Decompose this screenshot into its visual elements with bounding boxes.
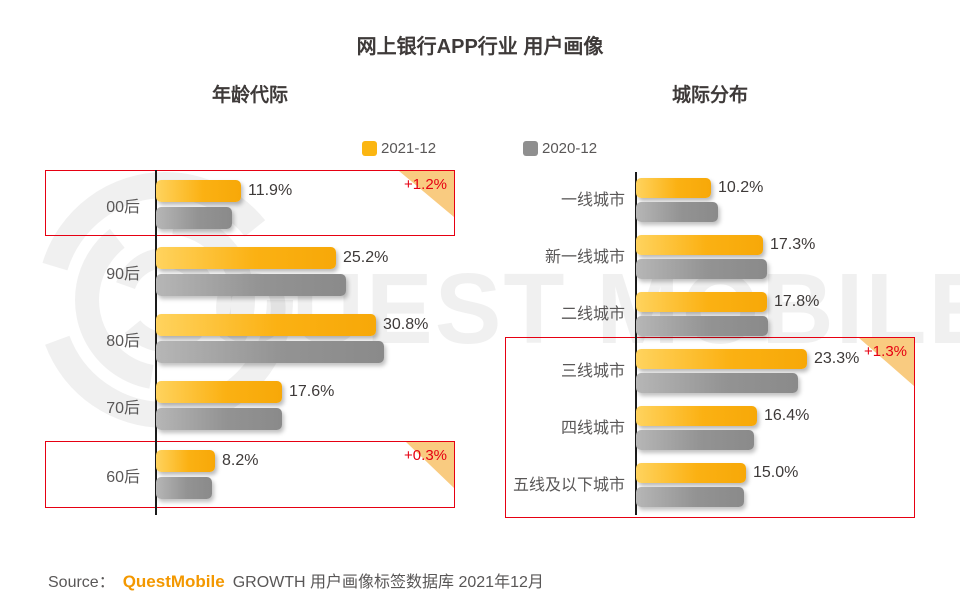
bar-2021: 17.3% xyxy=(636,235,815,255)
bar-2021: 17.8% xyxy=(636,292,819,312)
value-label: 30.8% xyxy=(383,316,429,333)
bar-2020 xyxy=(636,430,754,450)
bar-2021: 17.6% xyxy=(156,381,334,403)
bar-2021: 8.2% xyxy=(156,450,258,472)
category-label: 一线城市 xyxy=(560,192,625,209)
value-label: 11.9% xyxy=(248,182,293,199)
city-panel-title: 城际分布 xyxy=(671,85,748,106)
category-label: 70后 xyxy=(106,399,140,417)
bar-2021: 15.0% xyxy=(636,463,798,483)
bar-2020 xyxy=(636,316,768,336)
category-label: 五线及以下城市 xyxy=(512,477,625,494)
bar-2021: 16.4% xyxy=(636,406,809,426)
bar-2020 xyxy=(636,202,718,222)
value-label: 17.3% xyxy=(770,236,816,253)
legend-label-2021: 2021-12 xyxy=(381,140,437,157)
category-label: 00后 xyxy=(106,198,140,216)
city-axis-line xyxy=(635,172,637,515)
highlight-box-age-60: +0.3% xyxy=(45,441,455,508)
delta-age-00: +1.2% xyxy=(404,176,447,193)
bar-2020 xyxy=(156,408,282,430)
legend-swatch-2021-icon xyxy=(362,141,377,156)
age-panel-title: 年龄代际 xyxy=(211,85,288,106)
delta-city-lower-tiers: +1.3% xyxy=(864,343,907,360)
bar-2021: 25.2% xyxy=(156,247,388,269)
bar-2021: 11.9% xyxy=(156,180,292,202)
value-label: 16.4% xyxy=(764,407,810,424)
source-rest: GROWTH 用户画像标签数据库 2021年12月 xyxy=(232,574,544,591)
bar-2020 xyxy=(156,207,232,229)
legend-label-2020: 2020-12 xyxy=(542,140,598,157)
value-label: 23.3% xyxy=(814,350,860,367)
page-title: 网上银行APP行业 用户画像 xyxy=(356,36,604,58)
legend-swatch-2020-icon xyxy=(523,141,538,156)
value-label: 15.0% xyxy=(753,464,799,481)
source-prefix: Source： xyxy=(48,574,115,591)
value-label: 8.2% xyxy=(222,452,259,469)
bar-2021: 10.2% xyxy=(636,178,763,198)
bar-2020 xyxy=(636,373,798,393)
source-line: Source： QuestMobile GROWTH 用户画像标签数据库 202… xyxy=(48,568,544,592)
value-label: 25.2% xyxy=(343,249,389,266)
category-label: 90后 xyxy=(106,265,140,283)
bar-2021: 30.8% xyxy=(156,314,428,336)
category-label: 三线城市 xyxy=(560,363,625,380)
value-label: 17.8% xyxy=(774,293,820,310)
legend-2021: 2021-12 xyxy=(362,140,436,157)
bar-2020 xyxy=(156,274,346,296)
bar-2020 xyxy=(156,477,212,499)
category-label: 新一线城市 xyxy=(544,249,625,266)
category-label: 60后 xyxy=(106,468,140,486)
bar-2020 xyxy=(636,487,744,507)
legend-2020: 2020-12 xyxy=(523,140,597,157)
bar-2020 xyxy=(156,341,384,363)
city-chart: 一线城市 10.2% 新一线城市 17.3% 二线城市 17.8% 三线城市 2… xyxy=(505,165,960,520)
delta-age-60: +0.3% xyxy=(404,447,447,464)
category-label: 四线城市 xyxy=(560,420,625,437)
highlight-box-city-lower-tiers: +1.3% xyxy=(505,337,915,518)
category-label: 80后 xyxy=(106,332,140,350)
category-label: 二线城市 xyxy=(560,306,625,323)
value-label: 10.2% xyxy=(718,179,764,196)
value-label: 17.6% xyxy=(289,383,335,400)
highlight-box-age-00: +1.2% xyxy=(45,170,455,236)
source-brand: QuestMobile xyxy=(122,572,225,591)
age-chart: 00后 11.9% 90后 25.2% 80后 30.8% 70后 17.6% … xyxy=(45,165,500,520)
bar-2021: 23.3% xyxy=(636,349,859,369)
bar-2020 xyxy=(636,259,767,279)
